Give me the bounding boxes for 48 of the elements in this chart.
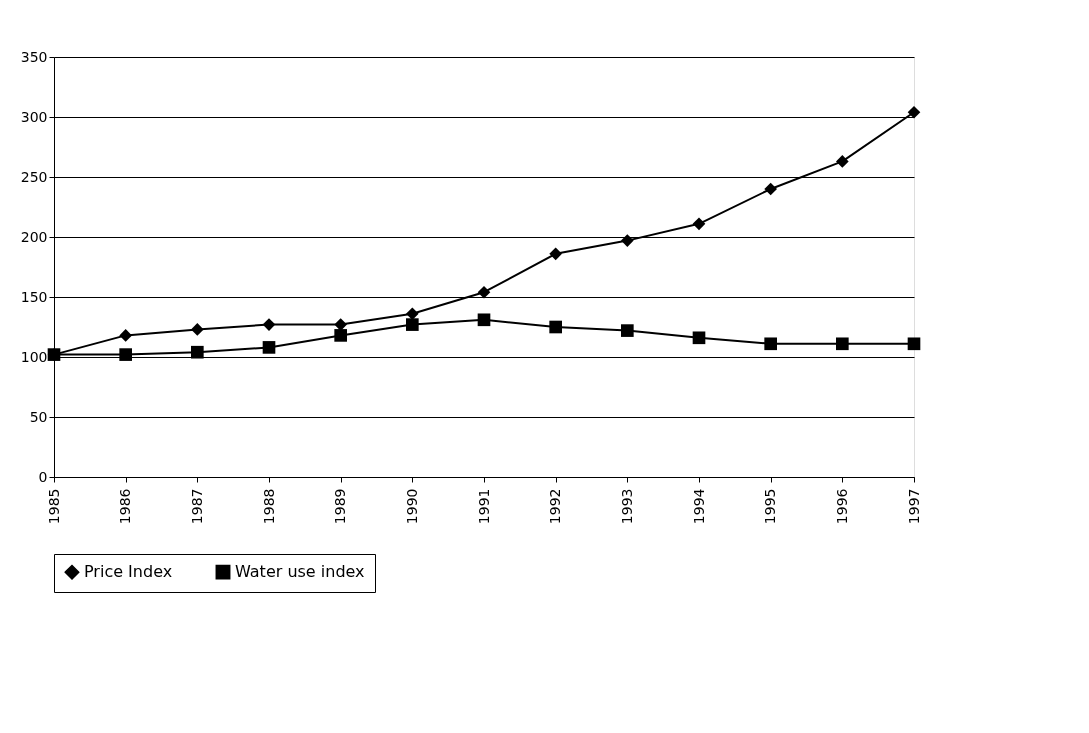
point [477, 285, 491, 299]
point [477, 313, 491, 327]
x-tick-label: 1987 [188, 488, 205, 525]
x-tick-label: 1988 [260, 488, 277, 525]
x-tick-label: 1995 [762, 488, 779, 525]
point [334, 318, 347, 331]
point [836, 155, 849, 168]
x-tick-label: 1990 [403, 488, 420, 525]
x-tick-label: 1989 [332, 488, 349, 525]
legend-label: Water use index [235, 562, 365, 582]
point [692, 217, 706, 231]
y-tick-label: 150 [20, 288, 48, 305]
point [262, 318, 276, 331]
x-tick-label: 1993 [618, 488, 635, 525]
x-tick-label: 1985 [45, 488, 62, 525]
point [621, 234, 634, 247]
point [907, 105, 921, 119]
x-tick-label: 1992 [547, 488, 564, 525]
point [119, 329, 132, 342]
point [334, 329, 347, 342]
point [262, 341, 276, 354]
point [836, 337, 849, 351]
y-tick-label: 200 [20, 228, 48, 245]
point [621, 324, 634, 337]
x-tick-label: 1996 [833, 488, 850, 525]
y-tick-label: 350 [20, 48, 48, 65]
point [692, 331, 706, 345]
point [764, 337, 777, 351]
y-tick-label: 300 [20, 108, 48, 125]
point [119, 348, 132, 361]
x-tick-label: 1991 [475, 488, 492, 525]
x-tick-label: 1997 [905, 488, 922, 525]
point [406, 307, 419, 321]
x-tick-label: 1986 [117, 488, 134, 525]
y-tick-label: 0 [38, 468, 48, 485]
legend-label: Price Index [84, 562, 173, 582]
point [549, 247, 562, 261]
point [907, 337, 921, 351]
point [764, 182, 777, 196]
y-tick-label: 250 [20, 168, 48, 185]
point [191, 323, 204, 336]
point [549, 320, 562, 334]
y-tick-label: 50 [29, 408, 48, 425]
point [406, 318, 419, 331]
y-tick-label: 100 [20, 348, 48, 365]
point [47, 348, 61, 361]
x-tick-label: 1994 [690, 488, 707, 525]
point [191, 345, 204, 359]
